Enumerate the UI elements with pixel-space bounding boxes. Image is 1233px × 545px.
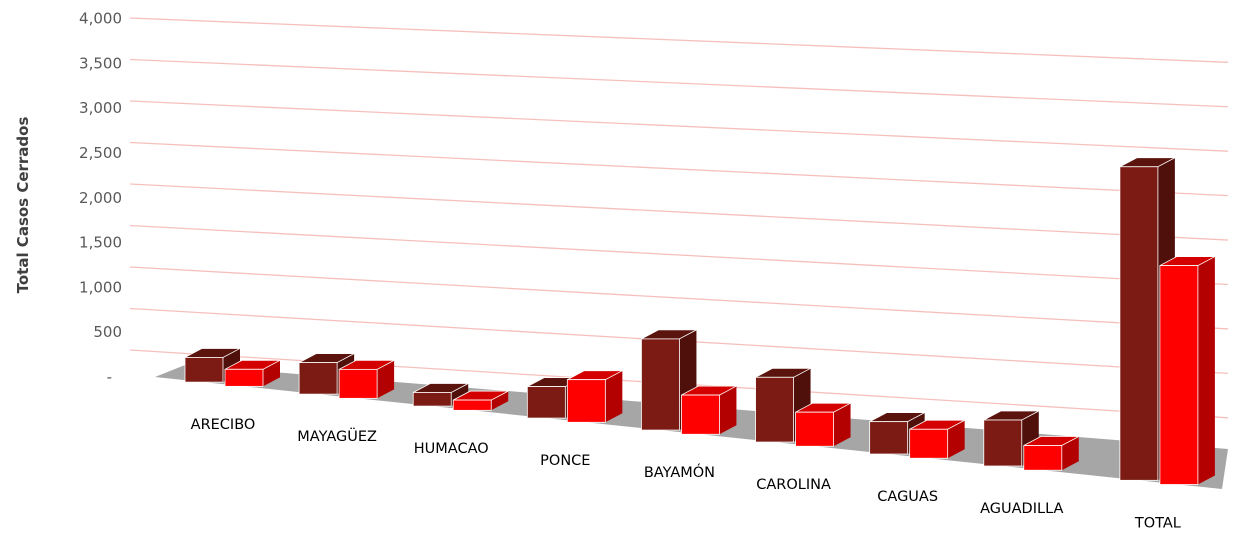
series-2-bar: [566, 370, 623, 423]
gridline: [129, 100, 1229, 152]
series-2-bar: [338, 359, 395, 399]
gridline: [129, 224, 1229, 286]
series-2-bar: [1023, 436, 1079, 471]
y-tick-label: 2,000: [79, 189, 122, 207]
series-2-bar: [795, 402, 851, 447]
y-tick-label: 3,500: [79, 54, 122, 72]
x-tick-label: BAYAMÓN: [644, 463, 715, 481]
series-2-bar: [681, 385, 737, 435]
y-tick-label: 2,500: [79, 144, 122, 162]
series-2-bar: [224, 359, 281, 387]
series-2-bar: [452, 390, 509, 411]
y-tick-label: 500: [93, 323, 122, 341]
gridline: [129, 141, 1229, 197]
y-axis-ticks: - 500 1,000 1,500 2,000 2,500 3,000 3,500 4,000: [79, 10, 122, 386]
gridline: [129, 266, 1229, 330]
x-tick-label: PONCE: [540, 453, 590, 469]
gridline: [129, 58, 1229, 108]
x-axis-ticks: ARECIBO MAYAGÜEZ HUMACAO PONCE BAYAMÓN CAROLI…: [191, 417, 1181, 531]
x-tick-label: CAROLINA: [756, 477, 831, 493]
x-tick-label: TOTAL: [1134, 515, 1181, 531]
y-tick-label: -: [107, 368, 112, 386]
x-tick-label: ARECIBO: [191, 417, 256, 433]
bars: [184, 157, 1216, 485]
series-1-bar: [412, 383, 469, 407]
y-tick-label: 3,000: [79, 99, 122, 117]
gridline: [129, 183, 1229, 241]
y-tick-label: 4,000: [79, 10, 122, 28]
y-tick-label: 1,500: [79, 234, 122, 252]
y-tick-label: 1,000: [79, 278, 122, 296]
series-1-bar: [983, 410, 1039, 467]
series-2-bar: [1159, 256, 1216, 485]
x-tick-label: HUMACAO: [414, 441, 489, 457]
gridlines: [129, 17, 1229, 419]
x-tick-label: MAYAGÜEZ: [297, 427, 377, 445]
y-axis-label: Total Casos Cerrados: [14, 117, 32, 294]
x-tick-label: CAGUAS: [877, 489, 938, 505]
gridline: [129, 17, 1229, 63]
series-2-bar: [909, 419, 965, 459]
x-tick-label: AGUADILLA: [980, 501, 1063, 517]
